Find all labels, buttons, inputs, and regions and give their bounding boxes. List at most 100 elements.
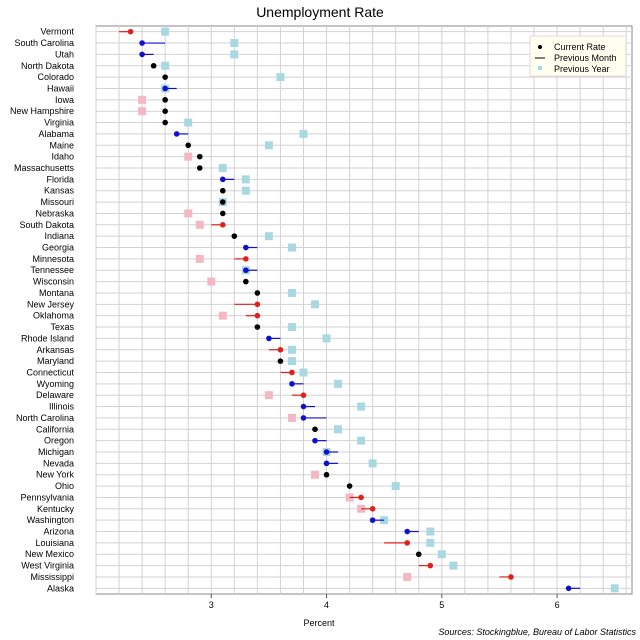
current-rate-marker: [323, 460, 330, 467]
state-label: New Hampshire: [10, 106, 74, 116]
current-rate-marker: [565, 585, 572, 592]
current-rate-marker: [300, 415, 307, 421]
state-label: Minnesota: [32, 254, 74, 264]
current-rate-marker: [277, 346, 284, 353]
state-label: Vermont: [40, 27, 74, 37]
state-label: West Virginia: [21, 561, 74, 571]
previous-year-marker: [287, 288, 296, 297]
previous-year-marker: [368, 459, 377, 468]
previous-year-marker: [299, 129, 308, 138]
previous-year-marker: [195, 220, 204, 229]
state-label: Florida: [46, 174, 74, 184]
current-rate-marker: [300, 392, 307, 399]
previous-year-marker: [276, 73, 285, 82]
state-label: New Jersey: [27, 299, 75, 309]
current-rate-marker: [300, 403, 307, 410]
current-rate-marker: [243, 278, 249, 285]
previous-year-marker: [287, 323, 296, 332]
current-rate-marker: [243, 267, 249, 274]
previous-year-marker: [287, 413, 296, 422]
state-label: Michigan: [38, 447, 74, 457]
state-label: Montana: [39, 288, 74, 298]
state-label: Connecticut: [26, 367, 74, 377]
previous-year-marker: [437, 550, 446, 559]
previous-year-marker: [287, 357, 296, 366]
previous-year-marker: [138, 95, 147, 104]
previous-year-marker: [138, 107, 147, 116]
current-rate-marker: [289, 381, 295, 387]
current-rate-marker: [427, 562, 434, 569]
current-rate-marker: [323, 449, 330, 455]
state-label: Arkansas: [36, 345, 74, 355]
legend-current-marker: [538, 45, 542, 49]
state-label: Oregon: [44, 436, 74, 446]
current-rate-marker: [185, 142, 192, 149]
current-rate-marker: [312, 437, 318, 444]
current-rate-marker: [254, 301, 261, 308]
x-tick-label: 4: [324, 600, 329, 610]
previous-year-marker: [241, 186, 250, 195]
current-rate-marker: [277, 358, 284, 364]
source-note: Sources: Stockingblue, Bureau of Labor S…: [438, 627, 636, 637]
current-rate-marker: [139, 40, 145, 46]
previous-year-marker: [184, 118, 193, 127]
state-label: Massachusetts: [14, 163, 75, 173]
previous-year-marker: [287, 345, 296, 354]
current-rate-marker: [254, 324, 261, 330]
current-rate-marker: [162, 85, 168, 92]
chart-title: Unemployment Rate: [256, 4, 384, 20]
current-rate-marker: [162, 108, 168, 114]
previous-year-marker: [195, 254, 204, 263]
previous-year-marker: [207, 277, 216, 286]
state-label: Hawaii: [47, 83, 74, 93]
previous-year-marker: [161, 27, 170, 36]
previous-year-marker: [299, 368, 308, 377]
previous-year-marker: [357, 402, 366, 411]
state-label: New York: [36, 470, 75, 480]
previous-year-marker: [334, 379, 343, 388]
legend-current-label: Current Rate: [554, 42, 606, 52]
current-rate-marker: [219, 176, 226, 183]
previous-year-marker: [161, 61, 170, 70]
legend: Current Rate Previous Month Previous Yea…: [529, 35, 627, 77]
previous-year-marker: [184, 152, 193, 161]
state-label: Washington: [27, 515, 74, 525]
current-rate-marker: [404, 540, 411, 546]
current-rate-marker: [173, 131, 180, 137]
state-label: Delaware: [36, 390, 74, 400]
state-label: North Dakota: [21, 61, 74, 71]
previous-year-marker: [218, 311, 227, 320]
current-rate-marker: [162, 119, 168, 126]
current-rate-marker: [196, 153, 203, 160]
current-rate-marker: [369, 506, 376, 512]
x-axis-ticks: 3 4 5 6: [209, 594, 560, 610]
state-label: California: [36, 424, 74, 434]
state-label: South Dakota: [19, 220, 74, 230]
previous-year-marker: [357, 436, 366, 445]
state-label: Iowa: [55, 95, 74, 105]
current-rate-marker: [289, 369, 295, 376]
state-label: New Mexico: [25, 549, 74, 559]
current-rate-marker: [162, 97, 168, 103]
current-rate-marker: [312, 426, 318, 433]
current-rate-marker: [266, 335, 272, 342]
previous-year-marker: [264, 232, 273, 241]
current-rate-marker: [415, 551, 422, 558]
previous-year-marker: [311, 300, 320, 309]
x-tick-label: 3: [209, 600, 214, 610]
state-label: Texas: [50, 322, 74, 332]
state-label: Maine: [49, 140, 74, 150]
previous-year-marker: [311, 470, 320, 479]
state-label: Mississippi: [30, 572, 74, 582]
current-rate-marker: [369, 517, 376, 523]
current-rate-marker: [219, 222, 226, 228]
previous-year-marker: [403, 572, 412, 581]
state-label: Maryland: [37, 356, 74, 366]
state-label: Utah: [55, 49, 74, 59]
state-label: Kentucky: [37, 504, 75, 514]
x-axis-label: Percent: [303, 618, 335, 628]
current-rate-marker: [346, 483, 353, 489]
previous-year-marker: [334, 425, 343, 434]
current-rate-marker: [196, 165, 203, 171]
